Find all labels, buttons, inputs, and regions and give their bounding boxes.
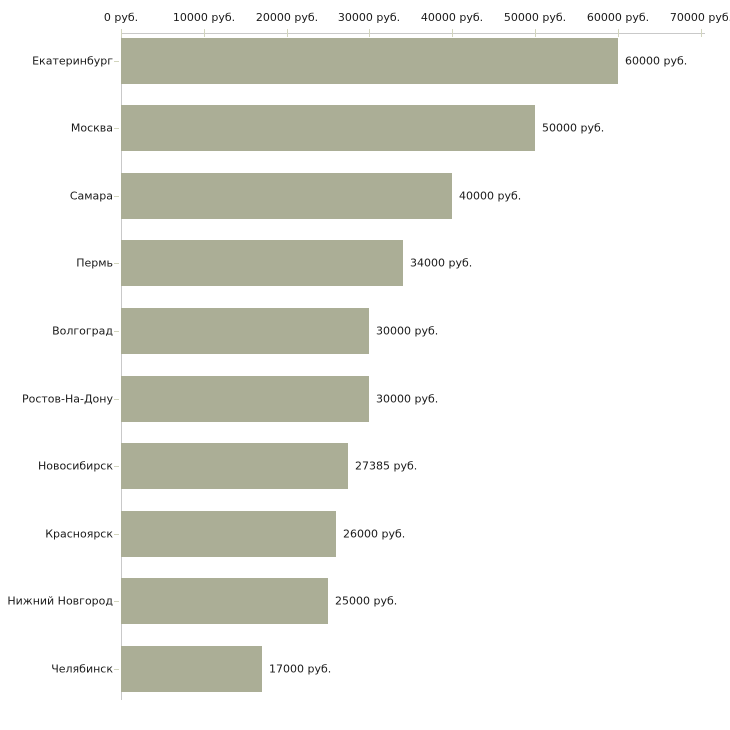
- x-axis-tick: [369, 29, 370, 37]
- bar: [121, 308, 369, 354]
- bar: [121, 376, 369, 422]
- x-axis-tick: [701, 29, 702, 37]
- value-label: 34000 руб.: [410, 256, 473, 270]
- value-label: 40000 руб.: [459, 189, 522, 203]
- category-label: Пермь: [76, 256, 113, 270]
- category-tick: [114, 128, 119, 129]
- category-label: Волгоград: [52, 324, 113, 338]
- bar: [121, 511, 336, 557]
- bar: [121, 105, 535, 151]
- value-label: 17000 руб.: [269, 662, 332, 676]
- value-label: 30000 руб.: [376, 392, 439, 406]
- category-tick: [114, 601, 119, 602]
- bar: [121, 578, 328, 624]
- category-tick: [114, 196, 119, 197]
- x-axis-tick: [287, 29, 288, 37]
- bar: [121, 38, 618, 84]
- x-axis-tick-label: 20000 руб.: [255, 11, 319, 24]
- x-axis-tick: [204, 29, 205, 37]
- x-axis-tick-label: 0 руб.: [103, 11, 139, 24]
- category-tick: [114, 399, 119, 400]
- value-label: 25000 руб.: [335, 594, 398, 608]
- y-axis-line: [121, 33, 122, 700]
- x-axis-tick-label: 40000 руб.: [420, 11, 484, 24]
- bar: [121, 443, 348, 489]
- bar: [121, 240, 403, 286]
- x-axis-line: [121, 33, 705, 34]
- category-tick: [114, 263, 119, 264]
- category-label: Нижний Новгород: [7, 594, 113, 608]
- x-axis-tick-label: 70000 руб.: [669, 11, 730, 24]
- category-tick: [114, 534, 119, 535]
- x-axis-tick-label: 60000 руб.: [586, 11, 650, 24]
- value-label: 60000 руб.: [625, 54, 688, 68]
- category-label: Челябинск: [51, 662, 113, 676]
- x-axis-tick: [452, 29, 453, 37]
- category-label: Новосибирск: [37, 459, 113, 473]
- x-axis-tick-label: 50000 руб.: [503, 11, 567, 24]
- category-tick: [114, 331, 119, 332]
- x-axis-tick: [121, 29, 122, 37]
- value-label: 30000 руб.: [376, 324, 439, 338]
- category-label: Ростов-На-Дону: [21, 392, 113, 406]
- x-axis-tick-label: 10000 руб.: [172, 11, 236, 24]
- category-label: Екатеринбург: [32, 54, 113, 68]
- x-axis-tick: [618, 29, 619, 37]
- category-tick: [114, 669, 119, 670]
- x-axis-tick-label: 30000 руб.: [337, 11, 401, 24]
- value-label: 27385 руб.: [355, 459, 418, 473]
- x-axis-tick: [535, 29, 536, 37]
- value-label: 50000 руб.: [542, 121, 605, 135]
- category-tick: [114, 466, 119, 467]
- category-label: Москва: [70, 121, 113, 135]
- bar: [121, 173, 452, 219]
- category-label: Красноярск: [45, 527, 113, 541]
- value-label: 26000 руб.: [343, 527, 406, 541]
- category-label: Самара: [69, 189, 113, 203]
- bar: [121, 646, 262, 692]
- category-tick: [114, 61, 119, 62]
